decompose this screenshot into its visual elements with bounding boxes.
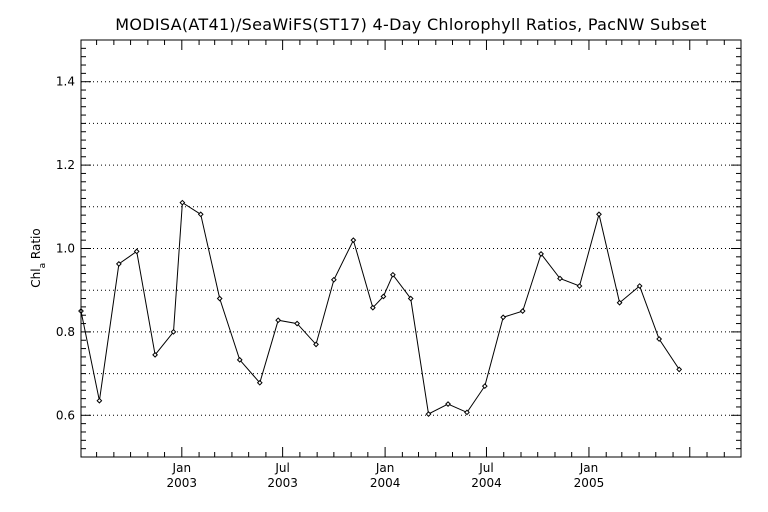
data-point-marker [294,320,301,327]
data-point-marker [216,295,223,302]
x-tick-label-year: 2005 [574,476,605,490]
data-point-marker [179,199,186,206]
data-point-marker [275,317,282,324]
y-tick-label: 0.8 [56,325,75,339]
chart-title: MODISA(AT41)/SeaWiFS(ST17) 4-Day Chlorop… [115,15,707,34]
gridlines [81,81,741,416]
data-point-marker [369,304,376,311]
data-point-marker [133,248,140,255]
data-point-marker [464,409,470,416]
data-point-marker [636,283,643,289]
data-point-marker [656,336,663,342]
plot-frame [80,39,742,458]
data-series [78,199,683,417]
series-line [80,201,680,415]
x-tick-label-month: Jul [274,461,289,475]
data-point-marker [236,356,243,363]
y-axis-label-main: Chl [29,268,43,287]
data-point-marker [557,275,563,282]
y-axis-label-subscript: a [38,263,48,269]
x-tick-label-year: 2003 [267,476,298,490]
data-point-marker [407,295,414,302]
data-point-marker [330,276,337,283]
y-tick-label: 1.2 [56,158,75,172]
data-point-marker [425,411,432,417]
data-point-marker [596,211,602,218]
data-point-marker [576,283,583,289]
x-tick-label-month: Jan [375,461,395,475]
y-axis-label: Chla Ratio [29,228,48,287]
data-point-marker [445,401,451,407]
tick-labels: 0.60.81.01.21.4Jan2003Jul2003Jan2004Jul2… [56,75,604,490]
data-point-marker [380,293,387,300]
data-point-marker [170,328,177,335]
data-point-marker [519,308,526,314]
data-point-marker [313,341,319,348]
data-point-marker [500,314,507,321]
y-tick-label: 1.4 [56,75,75,89]
y-tick-label: 1.0 [56,242,75,256]
y-axis-label-rest: Ratio [29,228,43,263]
x-tick-label-month: Jan [579,461,599,475]
data-point-marker [538,251,544,257]
data-point-marker [616,299,623,306]
x-tick-label-year: 2003 [167,476,198,490]
data-point-marker [676,366,683,373]
axis-ticks [81,39,742,458]
data-point-marker [152,351,158,358]
data-point-marker [96,397,103,404]
x-tick-label-year: 2004 [471,476,502,490]
data-point-marker [197,211,204,218]
x-tick-label-month: Jul [478,461,493,475]
x-tick-label-year: 2004 [370,476,401,490]
x-tick-label-month: Jan [172,461,192,475]
data-point-marker [115,261,122,267]
data-point-marker [256,379,263,386]
data-point-marker [389,271,396,278]
data-point-marker [481,383,488,390]
data-point-marker [350,237,357,244]
y-tick-label: 0.6 [56,408,75,422]
